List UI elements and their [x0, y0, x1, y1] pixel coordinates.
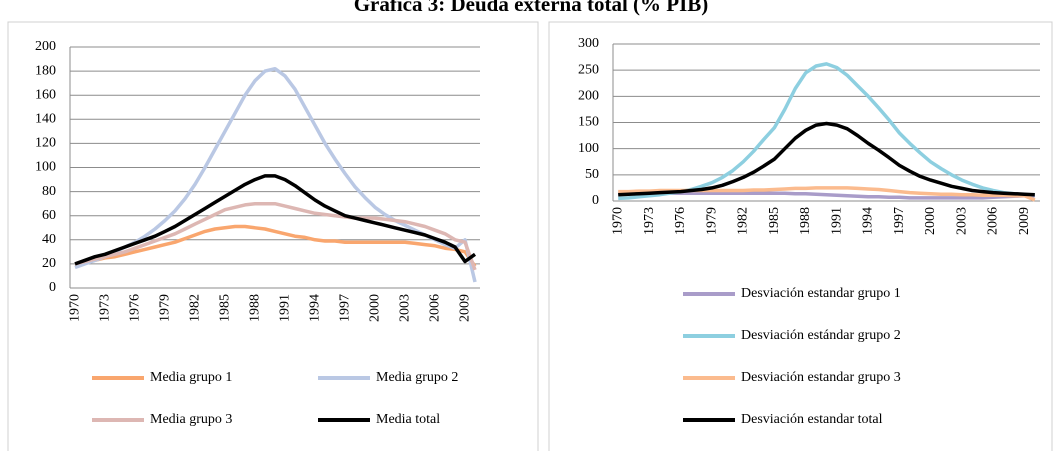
x-tick-label: 1985 [767, 207, 782, 235]
x-tick-label: 2006 [986, 207, 1001, 235]
y-tick-label: 0 [592, 193, 599, 208]
y-tick-label: 300 [578, 36, 599, 51]
series-line [74, 224, 477, 268]
x-tick-label: 1994 [861, 207, 876, 235]
y-tick-label: 200 [578, 89, 599, 104]
panel [548, 21, 1053, 451]
x-tick-label: 2006 [428, 294, 443, 322]
x-tick-label: 1997 [892, 207, 907, 235]
y-tick-label: 60 [42, 208, 56, 223]
legend-label: Media grupo 1 [150, 370, 232, 385]
x-tick-label: 1988 [798, 207, 813, 235]
legend-label: Desviación estándar grupo 2 [741, 328, 901, 343]
x-tick-label: 1988 [248, 294, 263, 322]
series-line [618, 62, 1035, 201]
panel [7, 21, 539, 451]
x-tick-label: 1976 [673, 207, 688, 235]
y-tick-label: 80 [42, 184, 56, 199]
x-tick-label: 1994 [308, 294, 323, 322]
x-tick-label: 2009 [458, 294, 473, 322]
legend-label: Desviación estandar total [741, 412, 883, 427]
x-tick-label: 2003 [954, 207, 969, 235]
x-tick-label: 1973 [98, 294, 113, 322]
x-tick-label: 1970 [68, 294, 83, 322]
x-tick-label: 2009 [1017, 207, 1032, 235]
y-tick-label: 100 [35, 160, 56, 175]
x-tick-label: 1970 [611, 207, 626, 235]
x-tick-label: 2000 [368, 294, 383, 322]
y-tick-label: 200 [35, 39, 56, 54]
legend-label: Media grupo 3 [150, 412, 232, 427]
legend-label: Media total [376, 412, 440, 427]
y-tick-label: 160 [35, 87, 56, 102]
legend-label: Media grupo 2 [376, 370, 458, 385]
y-tick-label: 100 [578, 141, 599, 156]
x-tick-label: 1982 [188, 294, 203, 322]
y-tick-label: 250 [578, 62, 599, 77]
x-tick-label: 1979 [158, 294, 173, 322]
x-tick-label: 1976 [128, 294, 143, 322]
x-tick-label: 1985 [218, 294, 233, 322]
legend-label: Desviación estandar grupo 3 [741, 370, 901, 385]
x-tick-label: 2000 [923, 207, 938, 235]
x-tick-label: 1991 [278, 294, 293, 322]
y-tick-label: 40 [42, 232, 56, 247]
y-tick-label: 140 [35, 112, 56, 127]
series-line [618, 121, 1035, 197]
page-title: Gráfica 3: Deuda externa total (% PIB) [354, 0, 709, 16]
x-tick-label: 1982 [736, 207, 751, 235]
series-line [74, 66, 477, 283]
x-tick-label: 1979 [704, 207, 719, 235]
y-tick-label: 120 [35, 136, 56, 151]
x-tick-label: 1997 [338, 294, 353, 322]
x-tick-label: 2003 [398, 294, 413, 322]
x-tick-label: 1991 [829, 207, 844, 235]
series-line [74, 174, 477, 266]
series-line [74, 201, 477, 271]
y-tick-label: 180 [35, 63, 56, 78]
x-tick-label: 1973 [642, 207, 657, 235]
legend-label: Desviación estandar grupo 1 [741, 286, 901, 301]
y-tick-label: 20 [42, 256, 56, 271]
y-tick-label: 0 [49, 280, 56, 295]
y-tick-label: 150 [578, 115, 599, 130]
y-tick-label: 50 [585, 167, 599, 182]
series-line [618, 191, 1035, 200]
